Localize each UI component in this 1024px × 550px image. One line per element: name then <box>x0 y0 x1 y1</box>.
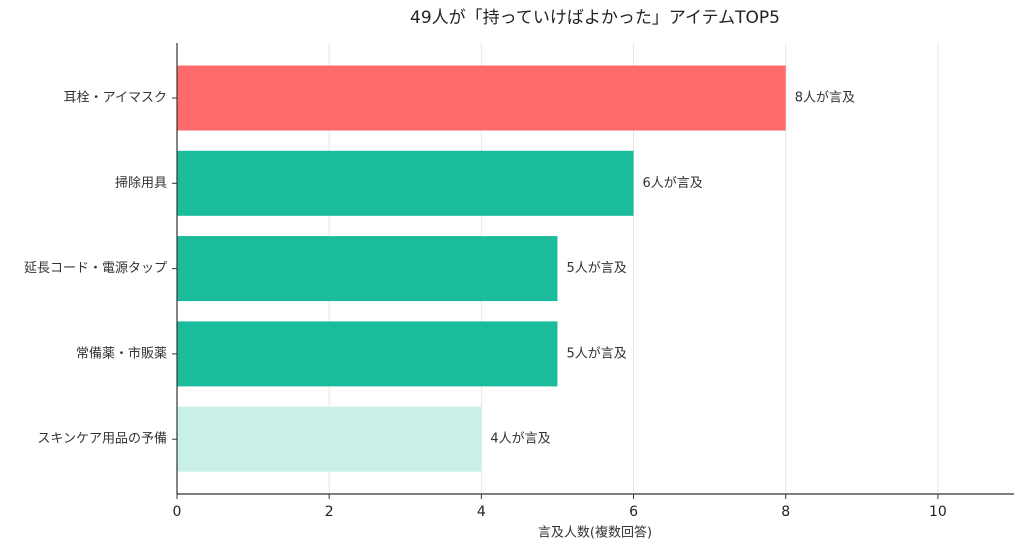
value-label: 5人が言及 <box>566 346 626 361</box>
y-tick-label: 常備薬・市販薬 <box>76 345 167 361</box>
y-tick-label: 延長コード・電源タップ <box>24 261 167 276</box>
x-tick-label: 4 <box>477 504 486 520</box>
x-tick-label: 8 <box>781 504 790 520</box>
x-tick-label: 6 <box>629 504 638 520</box>
y-tick-label: 掃除用具 <box>115 175 167 191</box>
value-label: 6人が言及 <box>643 176 703 191</box>
y-tick-label: スキンケア用品の予備 <box>37 431 167 447</box>
bar <box>177 150 634 216</box>
value-label: 5人が言及 <box>566 261 626 276</box>
bar <box>177 321 558 387</box>
bar <box>177 65 786 131</box>
y-tick-label: 耳栓・アイマスク <box>64 91 167 106</box>
x-tick-label: 0 <box>173 504 182 520</box>
chart-title: 49人が「持っていけばよかった」アイテムTOP5 <box>410 8 780 28</box>
x-tick-label: 2 <box>325 504 334 520</box>
bar <box>177 406 482 472</box>
value-label: 8人が言及 <box>795 91 855 106</box>
value-label: 4人が言及 <box>490 432 550 447</box>
x-axis-label: 言及人数(複数回答) <box>538 525 652 541</box>
x-tick-label: 10 <box>929 504 947 520</box>
bar <box>177 236 558 302</box>
